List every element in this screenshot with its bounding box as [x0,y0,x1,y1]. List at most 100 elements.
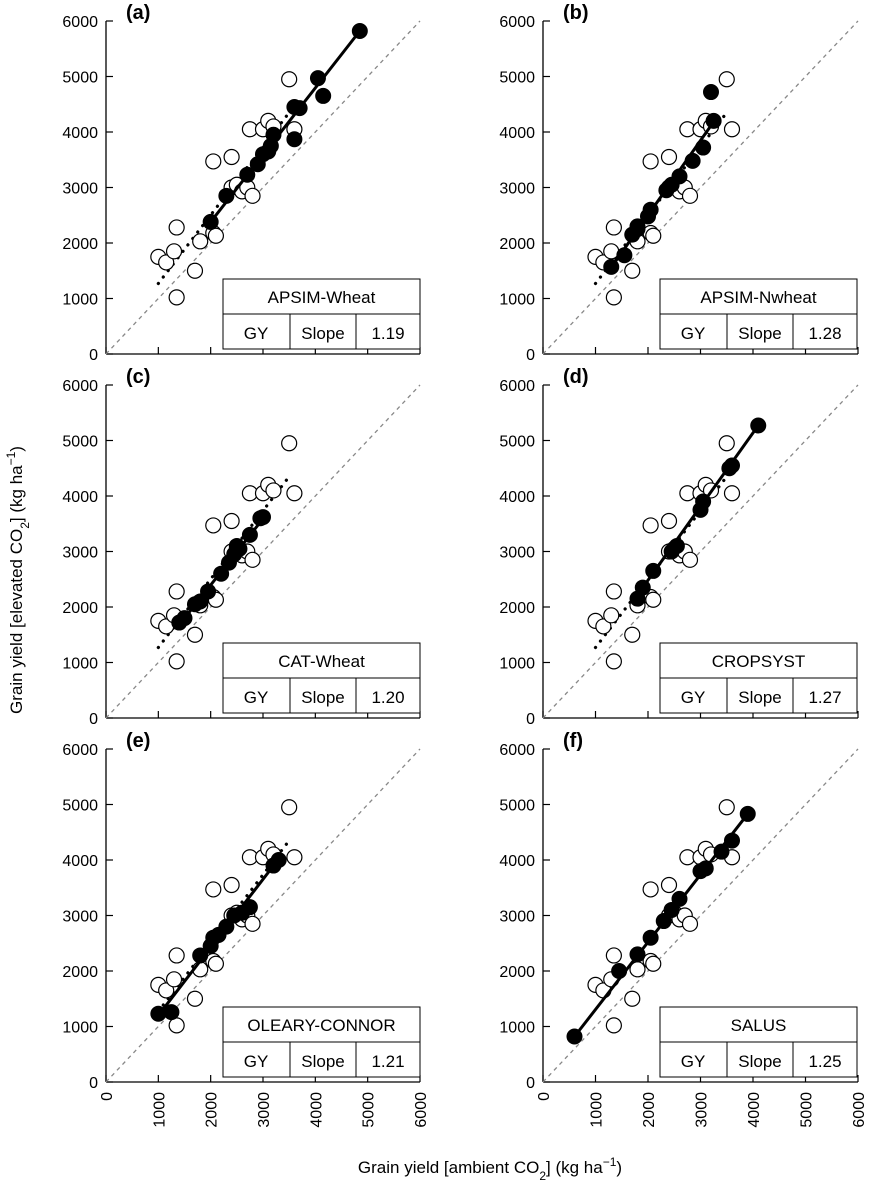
x-tick-label: 3000 [256,1092,273,1128]
simulated-point [239,166,256,183]
observed-point [207,227,224,244]
observed-point [281,435,298,452]
table-slope-label: Slope [738,688,781,707]
observed-point [186,626,204,643]
model-name: APSIM-Wheat [268,288,376,307]
y-tick-label: 1000 [499,292,535,309]
observed-point [158,982,175,999]
observed-point [595,618,612,635]
y-tick-label: 1000 [62,292,98,309]
simulated-point [634,579,651,596]
observed-point [645,227,662,244]
observed-point [660,512,678,530]
simulated-point [645,562,662,579]
simulated-point [671,890,688,907]
y-tick-label: 3000 [499,181,535,198]
panel-a: 0 1000 2000 3000 4000 5000 6000 (a) APSIM-Wheat G… [62,2,421,364]
table-slope-value: 1.20 [371,688,404,707]
observed-point [681,551,699,568]
observed-point [223,512,240,530]
observed-point [244,187,261,204]
simulated-point [291,100,308,117]
table-gy-label: GY [681,1052,706,1071]
observed-point [168,289,185,306]
y-tick-label: 1000 [499,656,535,673]
table-slope-label: Slope [738,324,781,343]
y-tick-label: 0 [526,347,535,364]
observed-point [718,71,735,88]
y-tick-label: 4000 [62,489,98,506]
y-tick-label: 2000 [62,236,98,253]
observed-point [205,881,222,898]
table-gy-label: GY [681,688,706,707]
simulated-point [663,901,680,918]
simulated-point [750,417,767,434]
observed-point [223,148,240,166]
y-tick-label: 4000 [499,853,535,870]
observed-point [642,517,659,534]
observed-point [168,1017,185,1034]
x-tick-label: 1000 [151,1092,168,1128]
model-name: CROPSYST [712,652,806,671]
observed-point [660,148,678,166]
observed-point [186,990,204,1007]
table-gy-label: GY [681,324,706,343]
simulated-point [566,1028,583,1045]
table-slope-value: 1.19 [371,324,404,343]
model-name: OLEARY-CONNOR [247,1016,395,1035]
y-tick-label: 2000 [499,236,535,253]
observed-point [286,485,303,502]
y-tick-label: 1000 [62,656,98,673]
y-tick-label: 0 [526,711,535,728]
y-tick-label: 4000 [499,489,535,506]
simulated-point [351,22,368,39]
model-name: APSIM-Nwheat [700,288,816,307]
simulated-point [703,84,719,101]
y-tick-label: 3000 [62,545,98,562]
simulated-point [241,899,258,916]
observed-point [624,262,641,279]
simulated-point [315,87,332,104]
observed-point [645,591,662,608]
simulated-point [176,610,193,627]
observed-point [168,219,185,236]
simulated-point [629,946,646,963]
table-slope-value: 1.21 [371,1052,404,1071]
x-tick-label: 4000 [308,1092,325,1128]
y-tick-label: 2000 [499,600,535,617]
x-axis-title: Grain yield [ambient CO2] (kg ha−1) [358,1155,622,1183]
panel-f: 0 1000 2000 3000 4000 5000 6000 0 1000 2000 3000 40… [499,730,868,1128]
observed-point [605,653,622,670]
table-slope-value: 1.27 [808,688,841,707]
x-tick-label: 1000 [589,1092,606,1128]
x-tick-label: 5000 [799,1092,816,1128]
y-tick-label: 6000 [62,14,98,31]
table-slope-value: 1.25 [808,1052,841,1071]
panel-label: (f) [563,730,583,752]
observed-point [718,435,735,452]
observed-point [186,262,204,279]
y-tick-label: 6000 [62,742,98,759]
simulated-point [671,168,688,185]
simulated-point [697,860,714,877]
observed-point [605,583,622,600]
y-tick-label: 0 [89,711,98,728]
simulated-point [200,583,217,600]
simulated-point [213,565,230,582]
table-slope-label: Slope [301,1052,344,1071]
panel-label: (c) [126,366,150,388]
x-tick-label: 6000 [851,1092,868,1128]
simulated-point [163,1004,180,1021]
observed-point [192,233,209,250]
y-tick-label: 4000 [62,125,98,142]
observed-point [207,955,224,972]
observed-point [624,990,641,1007]
y-tick-label: 6000 [499,378,535,395]
simulated-point [705,112,722,129]
simulated-fit-line [209,30,361,223]
simulated-point [265,126,282,143]
observed-point [168,583,185,600]
y-tick-label: 3000 [499,545,535,562]
model-name: CAT-Wheat [278,652,365,671]
simulated-point [241,526,258,543]
